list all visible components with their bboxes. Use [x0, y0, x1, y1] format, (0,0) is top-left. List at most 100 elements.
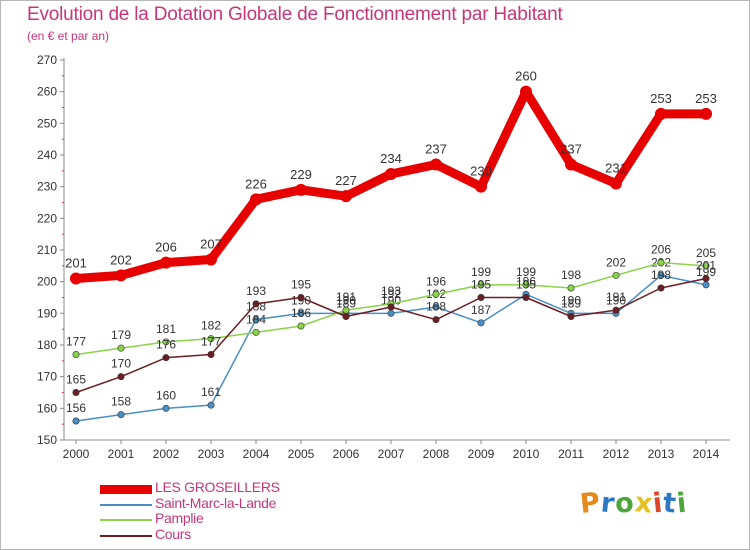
- data-point: [655, 107, 667, 120]
- legend-label: Saint-Marc-la-Lande: [155, 494, 277, 511]
- data-point: [70, 272, 82, 285]
- data-label: 205: [696, 246, 716, 260]
- data-point: [567, 284, 575, 292]
- data-point: [162, 404, 170, 412]
- data-label: 191: [606, 290, 626, 304]
- data-label: 206: [651, 243, 671, 257]
- data-label: 202: [606, 255, 626, 269]
- data-label: 158: [111, 395, 131, 409]
- data-point: [252, 316, 260, 324]
- data-label: 192: [381, 287, 401, 301]
- x-tick-label: 2007: [378, 447, 405, 461]
- data-point: [432, 316, 440, 324]
- y-tick-label: 260: [37, 85, 57, 99]
- y-tick-label: 190: [37, 306, 57, 320]
- y-tick-label: 270: [37, 53, 57, 67]
- y-tick-label: 150: [37, 433, 57, 447]
- data-label: 179: [111, 328, 131, 342]
- data-point: [297, 309, 305, 317]
- data-label: 161: [201, 385, 221, 399]
- data-point: [342, 312, 350, 320]
- data-point: [657, 259, 665, 267]
- data-point: [340, 190, 352, 203]
- legend-swatch: [100, 534, 152, 537]
- data-point: [432, 303, 440, 311]
- data-label: 229: [290, 167, 312, 182]
- data-label: 230: [470, 164, 492, 179]
- data-point: [522, 281, 530, 289]
- x-tick-label: 2009: [468, 447, 495, 461]
- legend-swatch: [100, 519, 152, 521]
- data-point: [387, 303, 395, 311]
- data-point: [207, 401, 215, 409]
- data-label: 196: [426, 274, 446, 288]
- x-tick-label: 2014: [693, 447, 720, 461]
- data-point: [702, 274, 710, 282]
- data-point: [567, 312, 575, 320]
- data-label: 187: [471, 303, 491, 317]
- data-point: [475, 180, 487, 193]
- data-label: 234: [380, 151, 402, 166]
- data-point: [160, 256, 172, 269]
- data-label: 198: [651, 268, 671, 282]
- legend-swatch: [100, 484, 152, 494]
- chart-title: Evolution de la Dotation Globale de Fonc…: [27, 4, 563, 25]
- x-tick-label: 2008: [423, 447, 450, 461]
- data-point: [250, 193, 262, 206]
- data-label: 253: [695, 91, 717, 106]
- data-label: 160: [156, 388, 176, 402]
- data-point: [565, 158, 577, 171]
- data-label: 237: [560, 142, 582, 157]
- data-label: 184: [246, 312, 266, 326]
- legend-swatch: [100, 503, 152, 506]
- data-point: [207, 350, 215, 358]
- data-point: [387, 309, 395, 317]
- data-point: [252, 300, 260, 308]
- data-label: 237: [425, 142, 447, 157]
- data-label: 190: [606, 293, 626, 307]
- data-label: 260: [515, 69, 537, 84]
- data-point: [72, 417, 80, 425]
- data-point: [205, 253, 217, 266]
- data-point: [430, 158, 442, 171]
- data-label: 177: [201, 335, 221, 349]
- data-label: 182: [201, 319, 221, 333]
- data-point: [295, 183, 307, 196]
- proxiti-logo: Proxiti: [578, 487, 689, 520]
- data-label: 181: [156, 322, 176, 336]
- data-point: [477, 319, 485, 327]
- data-label: 193: [381, 284, 401, 298]
- data-label: 199: [516, 265, 536, 279]
- data-label: 193: [246, 284, 266, 298]
- y-tick-label: 160: [37, 401, 57, 415]
- data-label: 199: [696, 265, 716, 279]
- y-tick-label: 220: [37, 211, 57, 225]
- legend-label: LES GROSEILLERS: [155, 479, 280, 495]
- data-point: [657, 284, 665, 292]
- chart-subtitle: (en € et par an): [27, 29, 110, 43]
- data-point: [385, 168, 397, 180]
- data-point: [207, 335, 215, 343]
- data-label: 177: [66, 335, 86, 349]
- data-label: 170: [111, 357, 131, 371]
- x-tick-label: 2005: [288, 447, 315, 461]
- data-point: [522, 293, 530, 301]
- x-tick-label: 2011: [558, 447, 584, 461]
- data-label: 198: [561, 268, 581, 282]
- data-label: 207: [200, 237, 222, 252]
- data-point: [610, 177, 622, 190]
- data-point: [702, 281, 710, 289]
- x-tick-label: 2006: [333, 447, 360, 461]
- data-label: 226: [245, 176, 267, 191]
- y-tick-label: 240: [37, 148, 57, 162]
- x-tick-label: 2004: [243, 447, 270, 461]
- data-point: [162, 338, 170, 346]
- data-label: 202: [110, 252, 132, 267]
- data-label: 206: [155, 240, 177, 255]
- data-label: 188: [426, 300, 446, 314]
- y-tick-label: 200: [37, 275, 57, 289]
- data-point: [657, 271, 665, 279]
- y-tick-label: 170: [37, 370, 57, 384]
- data-point: [252, 328, 260, 336]
